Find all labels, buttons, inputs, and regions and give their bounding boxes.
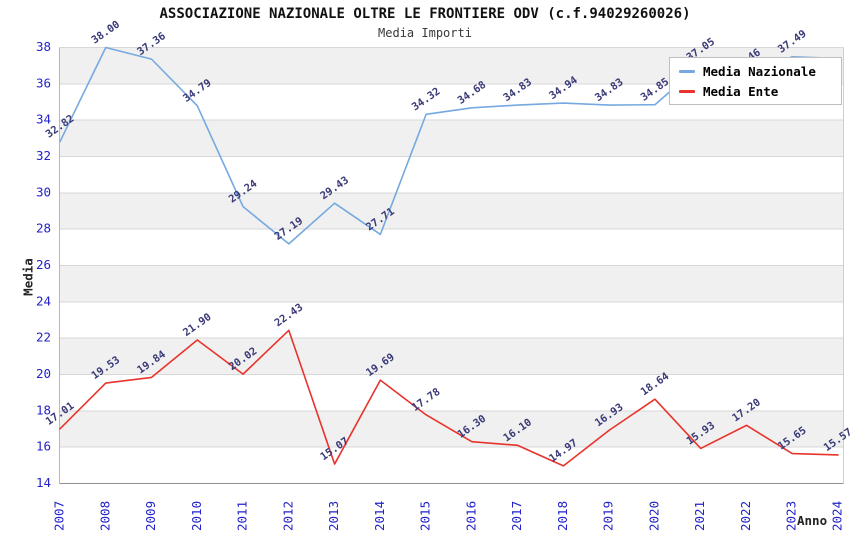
x-tick-label: 2013 (326, 501, 341, 531)
x-tick-label: 2012 (280, 501, 295, 531)
legend-item-media-ente: Media Ente (679, 84, 832, 99)
y-tick-label: 28 (36, 221, 51, 236)
x-tick-label: 2024 (830, 501, 845, 531)
x-tick-label: 2015 (418, 501, 433, 531)
y-tick-label: 38 (36, 39, 51, 54)
grid-band (59, 265, 844, 302)
x-tick-label: 2010 (189, 501, 204, 531)
x-tick-label: 2008 (97, 501, 112, 531)
grid-band (59, 120, 844, 157)
x-tick-label: 2011 (235, 501, 250, 531)
data-point-label: 17.78 (410, 386, 443, 414)
x-tick-label: 2020 (646, 501, 661, 531)
legend-label-media-ente: Media Ente (703, 83, 779, 99)
x-tick-label: 2017 (509, 501, 524, 531)
x-tick-label: 2016 (463, 501, 478, 531)
x-tick-label: 2021 (692, 501, 707, 531)
data-point-label: 21.90 (181, 311, 214, 339)
x-tick-label: 2007 (52, 501, 67, 531)
x-tick-label: 2019 (601, 501, 616, 531)
legend: Media Nazionale Media Ente (669, 57, 842, 105)
x-tick-label: 2022 (738, 501, 753, 531)
chart-title: ASSOCIAZIONE NAZIONALE OLTRE LE FRONTIER… (159, 6, 691, 22)
y-tick-label: 22 (36, 330, 51, 345)
media-nazionale-line-swatch-icon (679, 69, 695, 73)
media-ente-line-swatch-icon (679, 89, 695, 93)
data-point-label: 22.43 (272, 301, 305, 329)
y-tick-label: 18 (36, 402, 51, 417)
y-tick-label: 30 (36, 184, 51, 199)
y-tick-label: 16 (36, 439, 51, 454)
chart-subtitle: Media Importi (378, 26, 472, 40)
y-tick-label: 20 (36, 366, 51, 381)
x-tick-label: 2014 (372, 501, 387, 531)
legend-item-media-nazionale: Media Nazionale (679, 64, 832, 79)
grid-band (59, 192, 844, 230)
x-tick-label: 2018 (555, 501, 570, 531)
y-tick-label: 32 (36, 148, 51, 163)
y-tick-label: 26 (36, 257, 51, 272)
y-tick-label: 24 (36, 293, 51, 308)
y-tick-label: 36 (36, 75, 51, 90)
x-tick-label: 2023 (784, 501, 799, 531)
grid-band (59, 338, 844, 375)
series-line-media-ente (59, 329, 839, 467)
data-point-label: 34.32 (410, 85, 443, 113)
x-axis-title: Anno (797, 513, 828, 528)
y-tick-label: 14 (36, 475, 51, 490)
x-tick-label: 2009 (143, 501, 158, 531)
y-axis-title: Media (20, 258, 36, 296)
legend-label-media-nazionale: Media Nazionale (703, 63, 816, 79)
data-point-label: 38.00 (89, 19, 122, 47)
y-tick-label: 34 (36, 112, 51, 127)
